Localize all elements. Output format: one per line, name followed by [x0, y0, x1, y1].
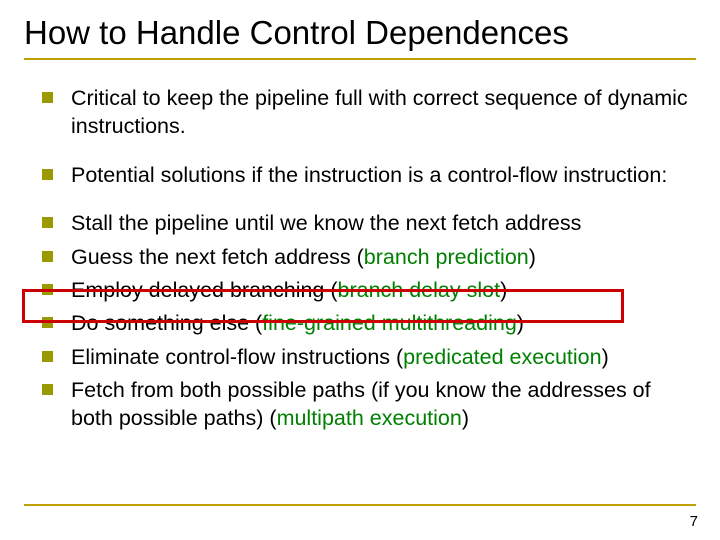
text-before: Stall the pipeline until we know the nex…: [71, 211, 581, 235]
slide-title: How to Handle Control Dependences: [24, 14, 696, 60]
text-before: Eliminate control-flow instructions (: [71, 345, 403, 369]
page-number: 7: [690, 513, 698, 530]
list-item: Critical to keep the pipeline full with …: [24, 84, 696, 141]
footer-rule: [24, 504, 696, 506]
list-item-text: Guess the next fetch address (branch pre…: [71, 243, 696, 271]
text-before: Guess the next fetch address (: [71, 245, 364, 269]
list-item-text: Critical to keep the pipeline full with …: [71, 84, 696, 141]
highlight-term: predicated execution: [403, 345, 601, 369]
list-item-text: Stall the pipeline until we know the nex…: [71, 209, 696, 237]
square-bullet-icon: [42, 217, 53, 228]
bullet-list: Critical to keep the pipeline full with …: [24, 60, 696, 433]
square-bullet-icon: [42, 351, 53, 362]
text-before: Critical to keep the pipeline full with …: [71, 86, 688, 138]
text-after: ): [462, 406, 469, 430]
square-bullet-icon: [42, 92, 53, 103]
text-after: ): [602, 345, 609, 369]
list-item: Fetch from both possible paths (if you k…: [24, 376, 696, 433]
list-item-text: Potential solutions if the instruction i…: [71, 161, 696, 189]
list-item: Eliminate control-flow instructions (pre…: [24, 343, 696, 371]
highlight-term: multipath execution: [277, 406, 462, 430]
list-item: Stall the pipeline until we know the nex…: [24, 209, 696, 237]
text-after: ): [529, 245, 536, 269]
text-before: Potential solutions if the instruction i…: [71, 163, 667, 187]
list-item-text: Eliminate control-flow instructions (pre…: [71, 343, 696, 371]
list-item: Guess the next fetch address (branch pre…: [24, 243, 696, 271]
list-item-text: Fetch from both possible paths (if you k…: [71, 376, 696, 433]
square-bullet-icon: [42, 169, 53, 180]
highlight-box: [22, 289, 624, 323]
list-item: Potential solutions if the instruction i…: [24, 161, 696, 189]
square-bullet-icon: [42, 251, 53, 262]
highlight-term: branch prediction: [364, 245, 529, 269]
square-bullet-icon: [42, 384, 53, 395]
